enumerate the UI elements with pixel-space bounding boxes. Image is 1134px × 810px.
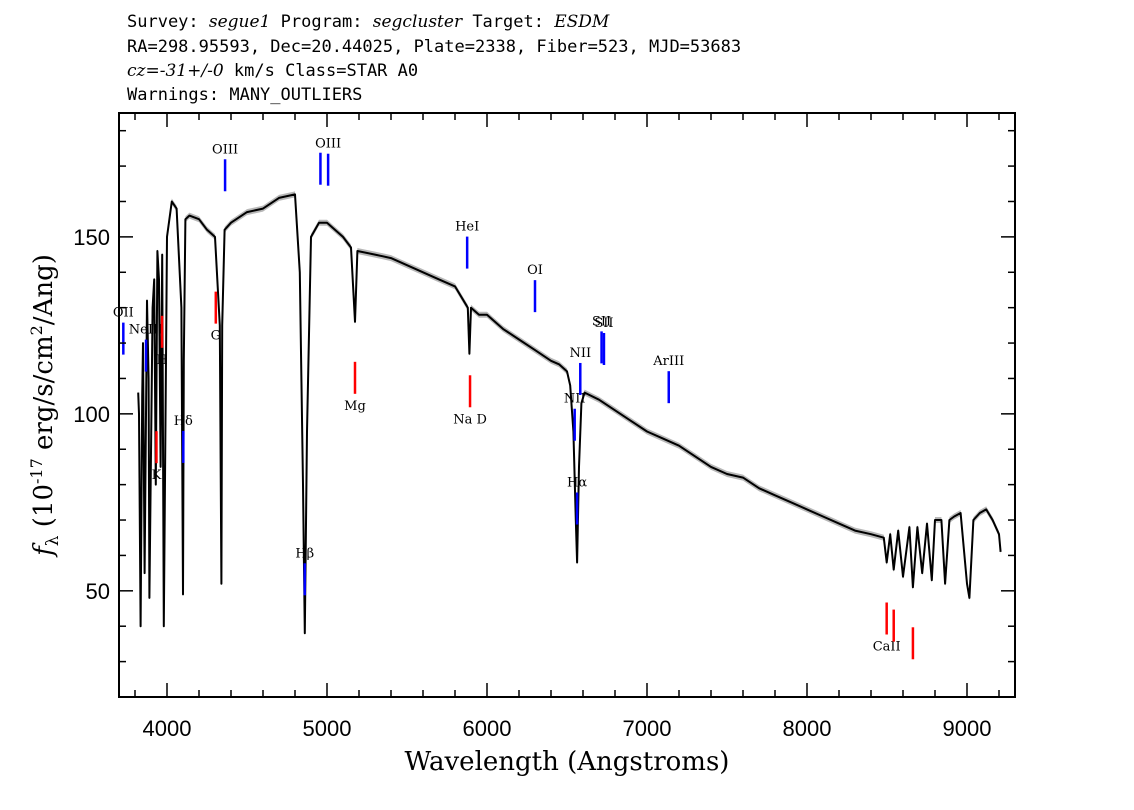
target-value: ESDM [554,12,610,32]
plot-frame [118,112,1016,698]
spectrum-line [137,193,1002,635]
cz-label: cz= [127,61,160,81]
y-tick-label: 100 [73,402,110,427]
survey-label: Survey: [127,12,209,32]
spectral-line-label: OIII [212,142,238,157]
cz-value: -31+/-0 [159,61,224,81]
spectral-line-label: K [152,468,162,483]
spectral-line-label: G [211,329,221,344]
header-line-1: Survey: segue1 Program: segcluster Targe… [127,12,609,32]
header-line-3: cz=-31+/-0 km/s Class=STAR A0 [127,61,418,81]
spectral-line-label: NII [569,346,591,361]
spectral-line-label: NeIII [129,323,163,338]
x-tick-label: 9000 [943,716,992,741]
header-line-2: RA=298.95593, Dec=20.44025, Plate=2338, … [127,37,742,57]
survey-value: segue1 [208,12,271,32]
x-tick-label: 8000 [783,716,832,741]
target-label: Target: [462,12,555,32]
spectral-line-label: Mg [344,399,366,414]
error-band [138,191,1001,637]
spectral-line-label: Hα [567,476,587,491]
spectral-line-label: Na D [453,412,487,427]
header-line-4: Warnings: MANY_OUTLIERS [127,85,363,105]
spectral-line-label: SII [594,316,613,331]
program-label: Program: [270,12,373,32]
x-tick-label: 7000 [623,716,672,741]
spectral-line-label: Hβ [295,546,314,561]
y-axis-label: fλ (10-17 erg/s/cm2/Ang) [27,254,63,558]
spectral-line-label: H [156,353,167,368]
spectral-line-label: ArIII [652,354,684,369]
spectral-line-label: HeI [455,220,479,235]
class-text: km/s Class=STAR A0 [223,61,419,81]
x-tick-label: 4000 [143,716,192,741]
spectral-line-label: Hδ [174,414,193,429]
y-tick-label: 150 [73,225,110,250]
program-value: segcluster [372,12,463,32]
x-tick-label: 6000 [463,716,512,741]
spectral-line-label: OIII [315,137,341,152]
spectral-line-label: CaII [873,640,901,655]
spectral-line-label: SII [592,314,611,329]
x-axis-label: Wavelength (Angstroms) [405,747,730,777]
y-tick-label: 50 [86,579,110,604]
x-tick-label: 5000 [303,716,352,741]
spectral-line-label: NII [564,392,586,407]
spectral-line-label: OI [527,263,543,278]
